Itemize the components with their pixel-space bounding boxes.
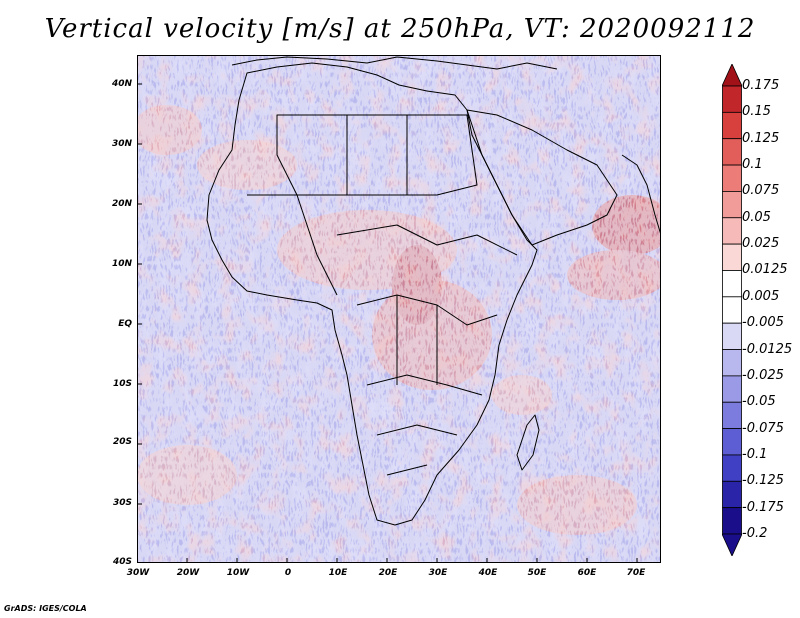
- colorbar-swatch: [722, 480, 742, 509]
- colorbar-swatch: [722, 270, 742, 298]
- colorbar-level-label: -0.175: [742, 499, 784, 515]
- lon-label-20w: 20W: [176, 568, 200, 578]
- country-borders-n: [347, 114, 408, 196]
- colorbar-top-triangle: [722, 64, 742, 87]
- lat-label-30s: 30S: [112, 498, 132, 508]
- madagascar-coastline: [516, 414, 540, 471]
- colorbar-swatch: [722, 507, 742, 535]
- colorbar-level-label: -0.1: [742, 446, 768, 462]
- colorbar-swatch: [722, 111, 742, 140]
- map-frame: [137, 55, 661, 563]
- colorbar-swatch: [722, 191, 742, 219]
- lon-label-10e: 10E: [328, 568, 348, 578]
- colorbar-swatch: [722, 217, 742, 245]
- country-borders-ne: [407, 114, 478, 196]
- europe-coastline: [231, 56, 558, 70]
- lat-label-eq: EQ: [118, 319, 132, 329]
- colorbar-level-label: -0.0125: [742, 341, 793, 357]
- colorbar-swatch: [722, 375, 742, 403]
- colorbar-swatch: [722, 164, 742, 192]
- colorbar-level-label: 0.0125: [742, 262, 788, 278]
- colorbar-swatch: [722, 322, 742, 350]
- country-borders-southern-tip: [386, 464, 428, 476]
- lon-label-30e: 30E: [428, 568, 448, 578]
- colorbar-level-label: -0.005: [742, 315, 784, 331]
- plot-title: Vertical velocity [m/s] at 250hPa, VT: 2…: [44, 14, 756, 44]
- lon-label-0: 0: [284, 568, 292, 578]
- lon-label-20e: 20E: [378, 568, 398, 578]
- colorbar-swatch: [722, 85, 742, 113]
- colorbar-level-label: -0.05: [742, 394, 776, 410]
- lon-label-30w: 30W: [126, 568, 150, 578]
- lat-label-30n: 30N: [111, 139, 132, 149]
- lat-label-10n: 10N: [111, 259, 132, 269]
- colorbar-swatch: [722, 401, 742, 429]
- lat-label-20s: 20S: [112, 437, 132, 447]
- india-coastline: [621, 154, 661, 236]
- colorbar-level-label: 0.1: [742, 157, 763, 173]
- colorbar-level-label: -0.025: [742, 367, 784, 383]
- map-svg: [137, 55, 661, 563]
- country-borders-south-central: [366, 374, 483, 396]
- colorbar-level-label: 0.025: [742, 236, 780, 252]
- colorbar-swatch: [722, 243, 742, 271]
- lat-label-20n: 20N: [111, 199, 132, 209]
- country-borders-w: [247, 194, 338, 296]
- colorbar-level-label: 0.075: [742, 183, 780, 199]
- colorbar-level-label: -0.2: [742, 526, 768, 541]
- colorbar-level-label: -0.075: [742, 420, 784, 436]
- lon-label-10w: 10W: [226, 568, 250, 578]
- lat-label-40n: 40N: [111, 79, 132, 89]
- colorbar-level-label: 0.125: [742, 130, 780, 146]
- field-speckle: [137, 55, 661, 563]
- colorbar-level-label: 0.05: [742, 209, 771, 225]
- arabia-coastline: [466, 109, 618, 246]
- lat-label-40s: 40S: [112, 557, 132, 567]
- colorbar: [722, 64, 742, 556]
- colorbar-swatch: [722, 349, 742, 377]
- country-borders-sahel: [336, 224, 518, 256]
- lon-label-40e: 40E: [478, 568, 498, 578]
- lat-label-10s: 10S: [112, 379, 132, 389]
- colorbar-level-label: 0.175: [742, 78, 780, 93]
- lon-label-60e: 60E: [577, 568, 597, 578]
- lon-label-70e: 70E: [626, 568, 646, 578]
- colorbar-level-label: 0.005: [742, 288, 780, 304]
- africa-coastline: [206, 62, 538, 526]
- country-borders-south: [376, 424, 458, 436]
- colorbar-swatch: [722, 454, 742, 482]
- country-borders-nw: [276, 114, 348, 196]
- colorbar-swatch: [722, 296, 742, 324]
- colorbar-bottom-triangle: [722, 533, 742, 556]
- country-borders-meridional: [396, 295, 438, 385]
- colorbar-swatch: [722, 428, 742, 456]
- lon-label-50e: 50E: [527, 568, 547, 578]
- grads-credit: GrADS: IGES/COLA: [4, 604, 87, 613]
- colorbar-level-label: 0.15: [742, 104, 771, 120]
- map-panel: [137, 55, 661, 563]
- colorbar-level-label: -0.125: [742, 473, 784, 489]
- colorbar-swatch: [722, 138, 742, 166]
- coastlines: [206, 56, 661, 526]
